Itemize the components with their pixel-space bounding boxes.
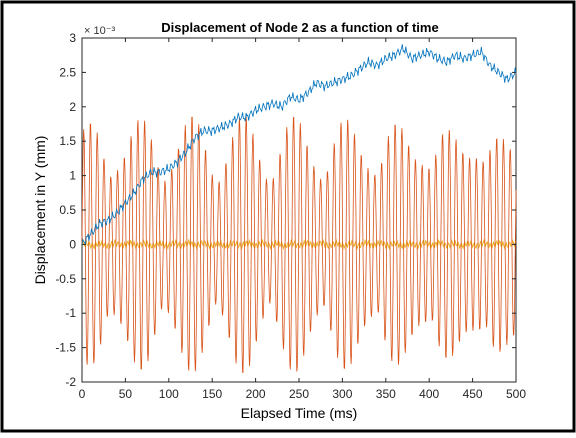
y-tick-label: 2 [69,100,76,114]
chart-title: Displacement of Node 2 as a function of … [161,20,438,35]
y-tick-label: 2.5 [59,65,76,79]
x-tick-label: 450 [463,387,483,401]
y-tick-label: -0.5 [55,272,76,286]
x-axis-label: Elapsed Time (ms) [241,405,358,421]
series-line-blue [81,44,517,246]
x-tick-label: 500 [506,387,526,401]
y-tick-label: 1.5 [59,134,76,148]
y-tick-label: -1.5 [55,341,76,355]
y-tick-label: 1 [69,169,76,183]
x-tick-label: 50 [119,387,133,401]
x-tick-label: 250 [289,387,309,401]
x-tick-label: 200 [246,387,266,401]
y-tick-label: -1 [65,306,76,320]
y-tick-label: -2 [65,375,76,389]
x-tick-label: 100 [159,387,179,401]
y-tick-label: 3 [69,31,76,45]
series-layer [81,44,517,374]
axes-layer: 0 50 100 150 200 250 300 350 400 450 500 -2 -1.5 -1 -0… [55,31,526,401]
series-line-orange [81,116,517,374]
x-tick-label: 300 [332,387,352,401]
y-axis-label: Displacement in Y (mm) [32,136,48,285]
y-tick-label: 0.5 [59,203,76,217]
y-tick-label: 0 [69,237,76,251]
x-tick-label: 0 [79,387,86,401]
y-axis-exponent-label: × 10⁻³ [84,25,116,37]
x-tick-label: 400 [419,387,439,401]
x-tick-label: 150 [202,387,222,401]
x-tick-label: 350 [376,387,396,401]
